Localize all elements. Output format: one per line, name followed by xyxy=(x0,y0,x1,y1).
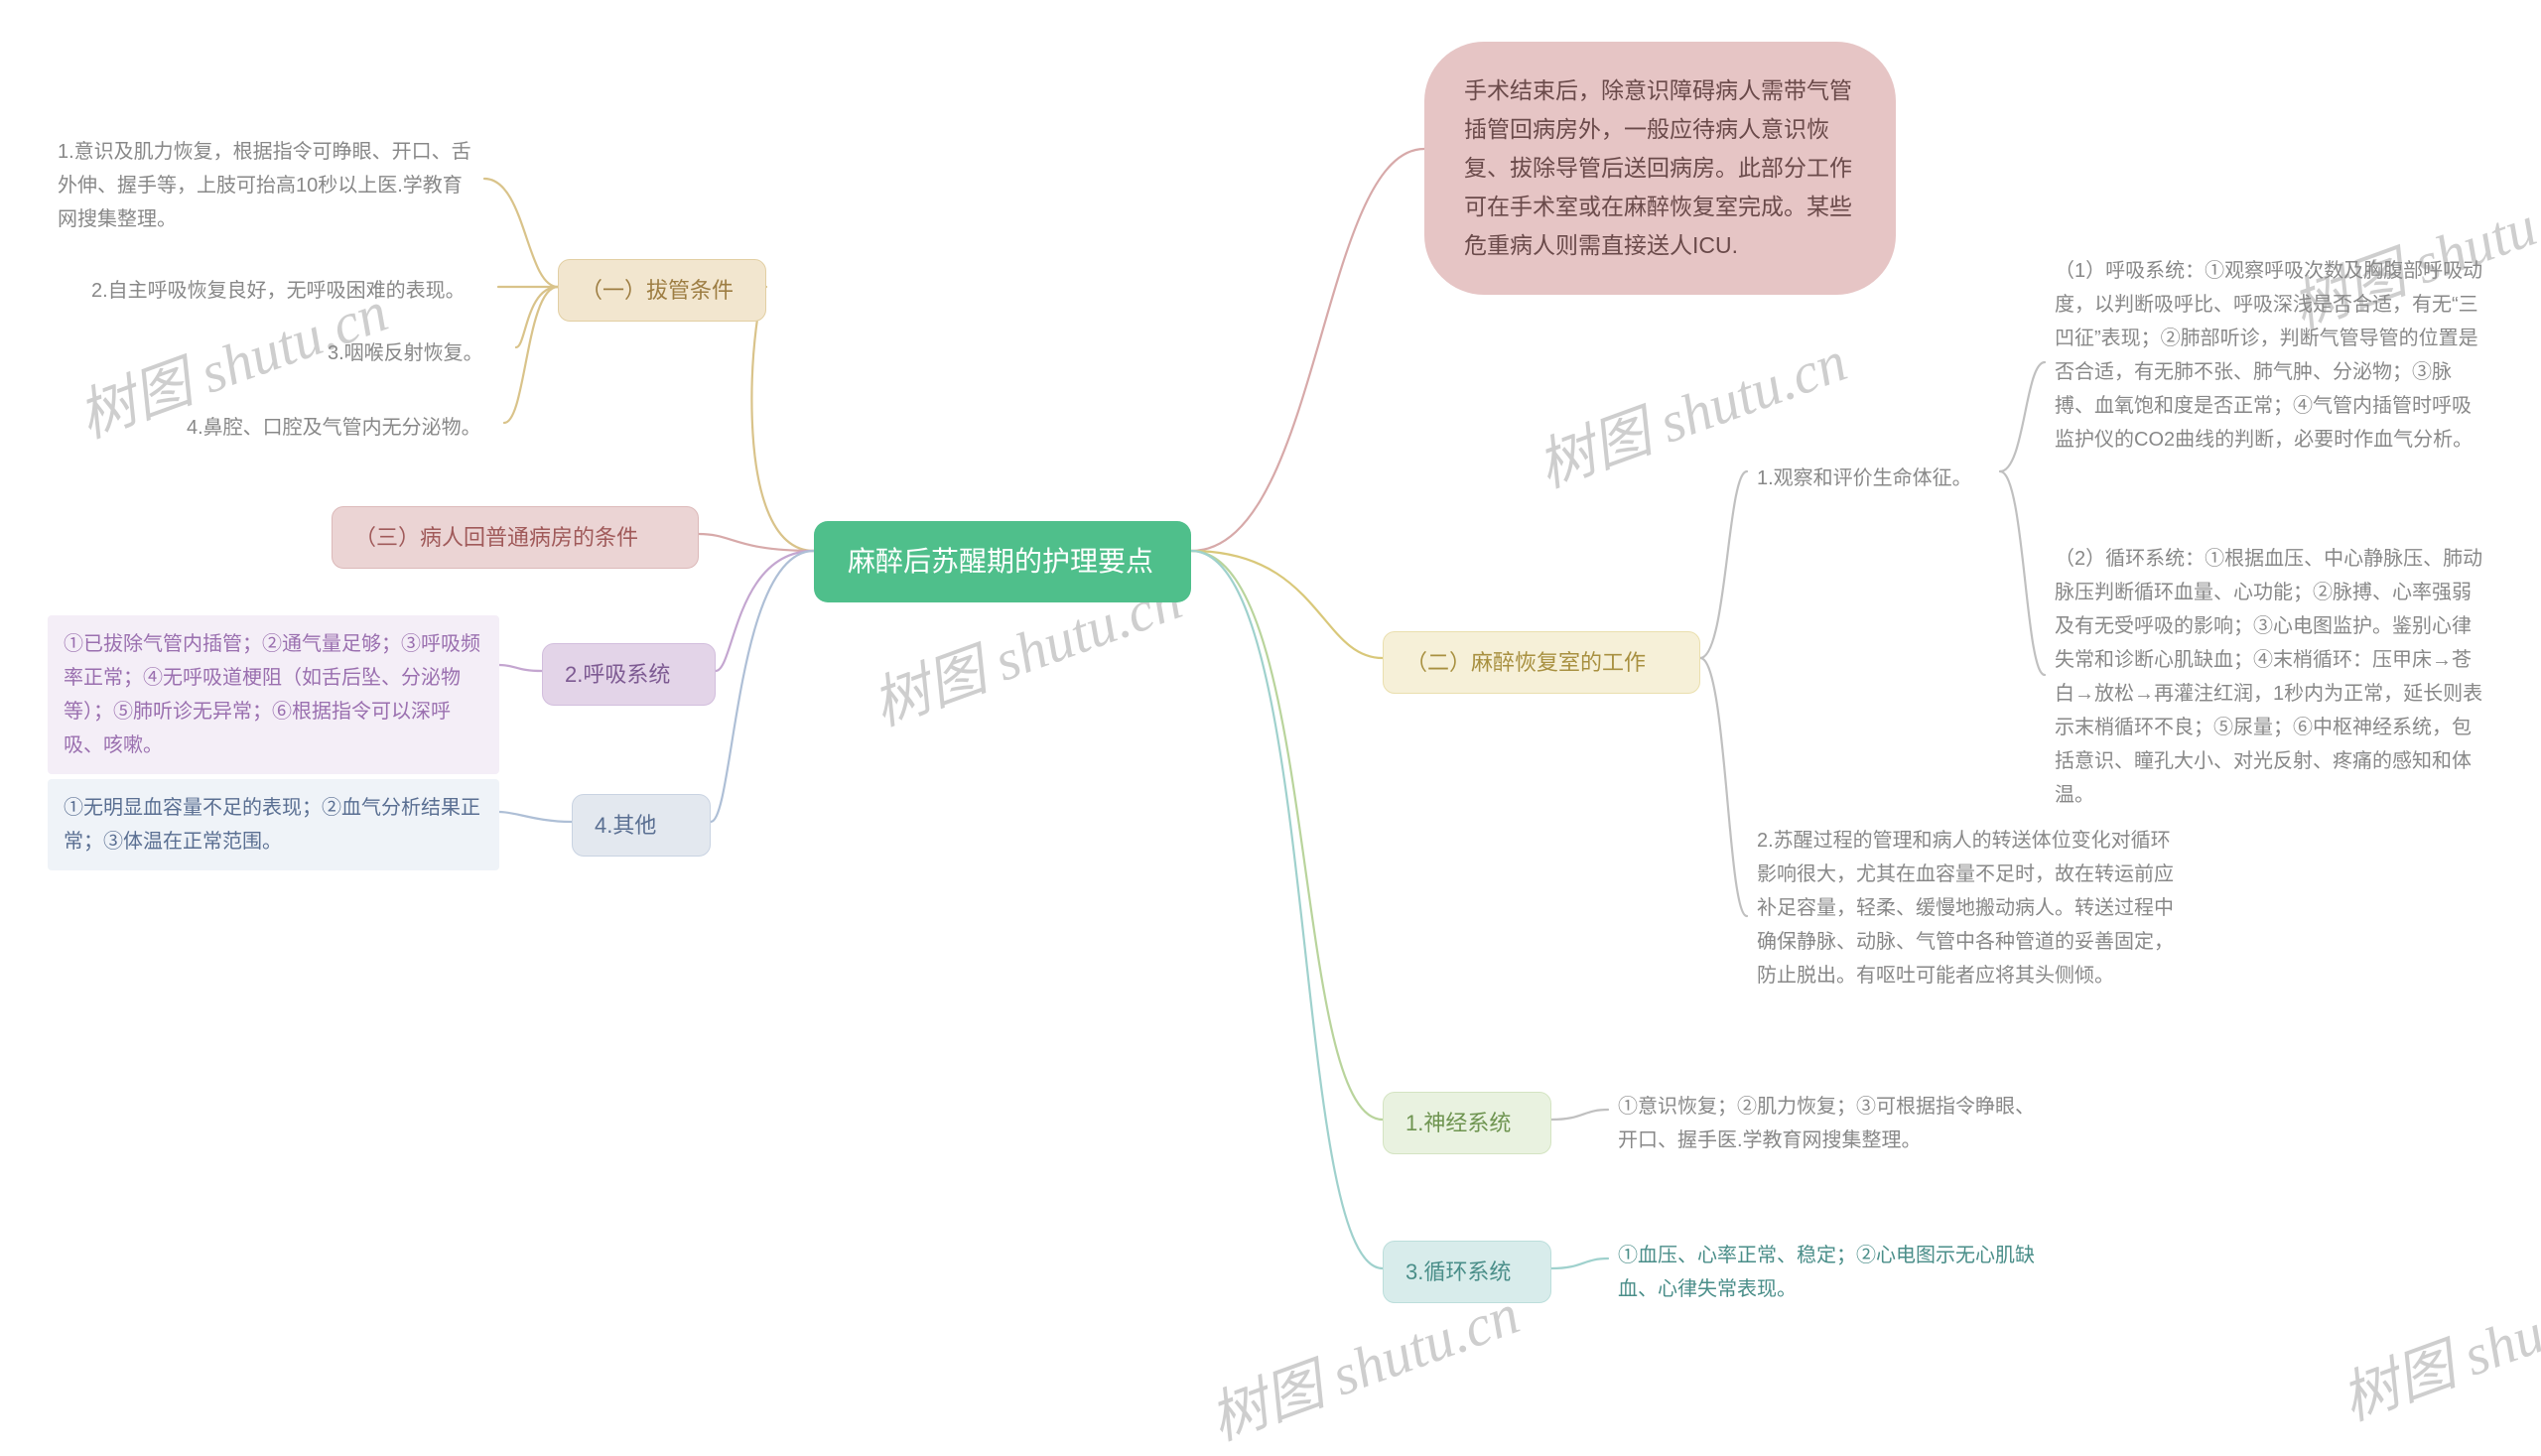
leaf-resp-1: ①已拔除气管内插管；②通气量足够；③呼吸频率正常；④无呼吸道梗阻（如舌后坠、分泌… xyxy=(48,615,499,774)
leaf-b2-3: 2.苏醒过程的管理和病人的转送体位变化对循环影响很大，尤其在血容量不足时，故在转… xyxy=(1747,818,2199,998)
branch-nervous[interactable]: 1.神经系统 xyxy=(1383,1092,1551,1154)
watermark: 树图 shutu.cn xyxy=(2328,1248,2541,1436)
leaf-b2-2: （2）循环系统：①根据血压、中心静脉压、肺动脉压判断循环血量、心功能；②脉搏、心… xyxy=(2045,536,2496,818)
leaf-nerve-1: ①意识恢复；②肌力恢复；③可根据指令睁眼、开口、握手医.学教育网搜集整理。 xyxy=(1608,1084,2060,1163)
leaf-b1-4: 4.鼻腔、口腔及气管内无分泌物。 xyxy=(177,405,504,451)
leaf-b2-1: （1）呼吸系统：①观察呼吸次数及胸腹部呼吸动度，以判断吸呼比、呼吸深浅是否合适，… xyxy=(2045,248,2496,463)
branch-other[interactable]: 4.其他 xyxy=(572,794,711,857)
leaf-b1-3: 3.咽喉反射恢复。 xyxy=(318,331,516,376)
branch-return-ward[interactable]: （三）病人回普通病房的条件 xyxy=(332,506,699,569)
leaf-b2-sub1: 1.观察和评价生命体征。 xyxy=(1747,456,2000,501)
branch-extubation[interactable]: （一）拔管条件 xyxy=(558,259,766,322)
intro-bubble[interactable]: 手术结束后，除意识障碍病人需带气管插管回病房外，一般应待病人意识恢复、拔除导管后… xyxy=(1424,42,1896,295)
branch-circulation[interactable]: 3.循环系统 xyxy=(1383,1241,1551,1303)
branch-respiratory[interactable]: 2.呼吸系统 xyxy=(542,643,716,706)
leaf-b1-1: 1.意识及肌力恢复，根据指令可睁眼、开口、舌外伸、握手等，上肢可抬高10秒以上医… xyxy=(48,129,484,242)
branch-recovery-room[interactable]: （二）麻醉恢复室的工作 xyxy=(1383,631,1700,694)
leaf-circ-1: ①血压、心率正常、稳定；②心电图示无心肌缺血、心律失常表现。 xyxy=(1608,1233,2060,1312)
mindmap-canvas: 树图 shutu.cn 树图 shutu.cn 树图 shutu.cn 树图 s… xyxy=(0,0,2541,1396)
center-node[interactable]: 麻醉后苏醒期的护理要点 xyxy=(814,521,1191,602)
leaf-other-1: ①无明显血容量不足的表现；②血气分析结果正常；③体温在正常范围。 xyxy=(48,779,499,870)
leaf-b1-2: 2.自主呼吸恢复良好，无呼吸困难的表现。 xyxy=(81,268,498,314)
